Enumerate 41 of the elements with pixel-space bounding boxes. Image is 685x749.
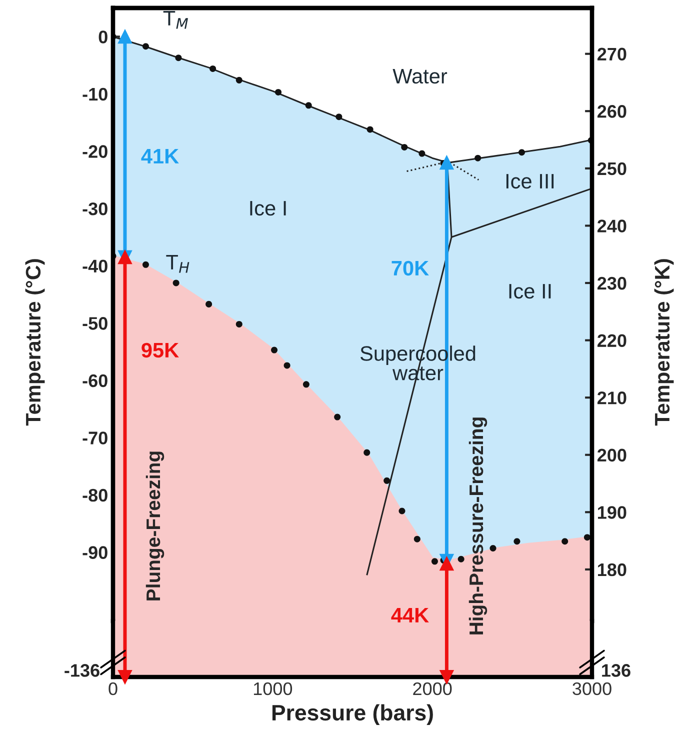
annotation: 95K [142, 342, 179, 358]
y2-axis-title: Temperature (°K) [654, 259, 674, 426]
y2-tick-label: 230 [597, 276, 626, 290]
annotation: T$_{H}$ [166, 255, 190, 273]
y2-tick-label: 180 [598, 563, 626, 576]
y2-tick-label: 200 [597, 448, 626, 462]
annotation: 41K [141, 149, 179, 164]
y2-tick-label: 240 [597, 220, 626, 232]
annotation: Ice I [250, 201, 286, 216]
x-axis-title: Pressure (bars) [272, 704, 433, 725]
text: 136 [602, 664, 630, 677]
annotation: Ice II [509, 284, 551, 299]
y-tick-label: -10 [82, 88, 108, 101]
x-tick-label: 1000 [254, 682, 292, 696]
y2-tick-label: 270 [597, 48, 626, 61]
annotation: High-Pressure-Freezing [468, 418, 488, 634]
x-tick-label: 3000 [572, 682, 612, 696]
y-tick-label: -40 [82, 260, 108, 273]
annotation: Ice III [506, 174, 554, 189]
y2-tick-label: 250 [597, 162, 626, 176]
annotation: Water [392, 69, 448, 84]
y2-tick-label: 220 [597, 334, 626, 347]
y2-tick-label: 190 [598, 506, 626, 519]
y-tick-label: -20 [82, 145, 108, 158]
y-tick-label: -90 [82, 546, 108, 559]
y-tick-label: -60 [82, 374, 108, 388]
y-tick-label: -50 [82, 317, 108, 330]
y-tick-label: -30 [82, 202, 108, 216]
x-tick-label: 0 [108, 682, 118, 696]
y-axis-title: Temperature (°C) [25, 259, 45, 426]
y-tick-label: -80 [82, 488, 108, 502]
annotation: Plunge-Freezing [146, 452, 164, 600]
y-tick-label: 0 [98, 30, 108, 44]
annotation: 70K [392, 260, 429, 276]
annotation: 44K [391, 608, 429, 622]
y2-tick-label: 260 [597, 105, 626, 118]
y2-tick-label: 210 [597, 392, 626, 404]
text: -136 [64, 664, 100, 677]
x-tick-label: 2000 [413, 682, 452, 696]
annotation: T$_{M}$ [163, 11, 188, 29]
y-tick-label: -70 [82, 432, 108, 444]
